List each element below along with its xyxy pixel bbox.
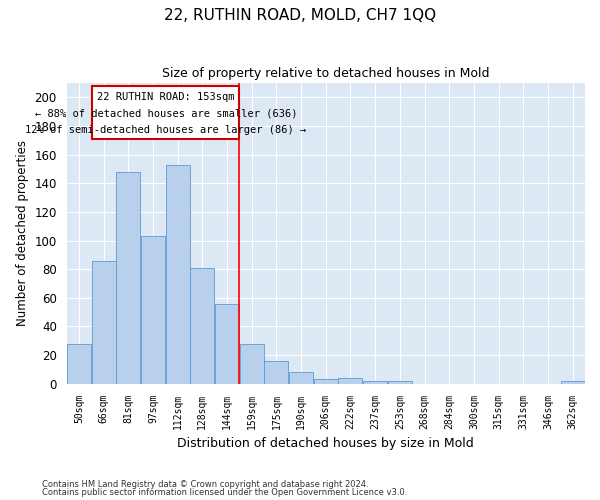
- Bar: [92, 260, 116, 384]
- Text: Contains HM Land Registry data © Crown copyright and database right 2024.: Contains HM Land Registry data © Crown c…: [42, 480, 368, 489]
- Bar: [338, 378, 362, 384]
- Bar: [560, 381, 584, 384]
- Text: ← 88% of detached houses are smaller (636): ← 88% of detached houses are smaller (63…: [35, 108, 297, 118]
- Text: Contains public sector information licensed under the Open Government Licence v3: Contains public sector information licen…: [42, 488, 407, 497]
- Bar: [363, 381, 387, 384]
- Text: 22 RUTHIN ROAD: 153sqm: 22 RUTHIN ROAD: 153sqm: [97, 92, 235, 102]
- Bar: [289, 372, 313, 384]
- X-axis label: Distribution of detached houses by size in Mold: Distribution of detached houses by size …: [178, 437, 474, 450]
- Bar: [314, 380, 338, 384]
- Bar: [265, 361, 289, 384]
- Y-axis label: Number of detached properties: Number of detached properties: [16, 140, 29, 326]
- Title: Size of property relative to detached houses in Mold: Size of property relative to detached ho…: [162, 68, 490, 80]
- Text: 22, RUTHIN ROAD, MOLD, CH7 1QQ: 22, RUTHIN ROAD, MOLD, CH7 1QQ: [164, 8, 436, 22]
- Bar: [67, 344, 91, 384]
- Bar: [190, 268, 214, 384]
- Text: 12% of semi-detached houses are larger (86) →: 12% of semi-detached houses are larger (…: [25, 125, 307, 135]
- Bar: [166, 164, 190, 384]
- Bar: [215, 304, 239, 384]
- FancyBboxPatch shape: [92, 86, 239, 139]
- Bar: [388, 381, 412, 384]
- Bar: [141, 236, 165, 384]
- Bar: [116, 172, 140, 384]
- Bar: [240, 344, 263, 384]
